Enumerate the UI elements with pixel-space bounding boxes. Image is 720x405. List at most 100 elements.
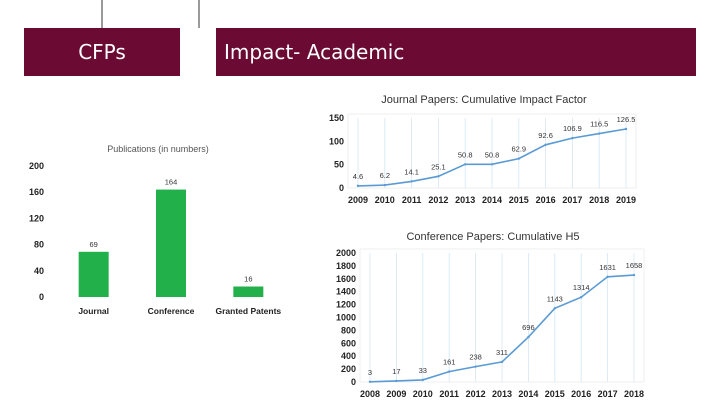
jif-data-label: 6.2 [380,171,390,180]
jif-x-tick-label: 2010 [375,195,395,205]
jif-data-label: 25.1 [431,162,446,171]
jif-x-tick-label: 2013 [455,195,475,205]
jif-data-point [517,157,520,160]
jif-x-tick-label: 2016 [536,195,556,205]
h5-y-tick-label: 2000 [336,248,356,258]
bar-chart-title: Publications (in numbers) [107,144,209,154]
jif-data-label: 106.9 [563,124,582,133]
h5-data-label: 3 [368,368,372,377]
h5-y-tick-label: 200 [341,364,356,374]
jif-data-label: 50.8 [485,150,500,159]
jif-y-tick-label: 150 [329,113,344,123]
jif-x-tick-label: 2017 [562,195,582,205]
h5-x-tick-label: 2015 [545,389,565,399]
jif-data-label: 126.5 [617,115,636,124]
h5-x-tick-label: 2012 [466,389,486,399]
jif-y-tick-label: 100 [329,136,344,146]
h5-data-label: 33 [419,366,427,375]
bar-category-label: Conference [148,306,195,316]
jif-data-point [490,163,494,166]
h5-x-tick-label: 2009 [386,389,406,399]
divider-line-left [101,0,103,28]
h5-data-point [632,273,636,277]
h5-x-tick-label: 2018 [624,389,644,399]
jif-data-point [624,127,628,131]
h5-data-label: 238 [469,353,482,362]
h5-y-tick-label: 1800 [336,261,356,271]
jif-data-label: 14.1 [404,167,419,176]
jif-data-point [598,132,601,135]
jif-data-label: 92.6 [538,131,553,140]
h5-data-label: 161 [443,358,456,367]
h5-x-tick-label: 2014 [518,389,538,399]
h5-data-point [580,296,583,299]
jif-x-tick-label: 2011 [402,195,422,205]
bar-data-label: 16 [244,275,252,284]
jif-data-point [383,183,386,187]
h5-y-tick-label: 800 [341,325,356,335]
jif-data-point [356,184,360,188]
h5-data-label: 311 [496,348,508,357]
h5-y-tick-label: 0 [351,377,356,387]
h5-x-tick-label: 2010 [413,389,433,399]
bar-y-tick-label: 0 [39,292,44,302]
bar-category-label: Granted Patents [216,306,282,316]
bar-y-tick-label: 40 [34,266,44,276]
jif-x-tick-label: 2009 [348,195,368,205]
cfps-banner: CFPs [24,28,180,76]
h5-data-point [553,307,556,310]
jif-data-label: 4.6 [353,172,363,181]
h5-data-label: 1143 [547,294,563,303]
h5-data-point [527,335,530,339]
jif-data-point [437,175,440,178]
h5-title: Conference Papers: Cumulative H5 [406,231,579,243]
h5-x-tick-label: 2017 [598,389,618,399]
h5-data-label: 1658 [626,261,643,270]
h5-data-point [474,365,477,368]
jif-data-label: 62.9 [511,145,526,154]
bar-data-label: 69 [89,240,97,249]
bar [233,286,264,297]
h5-x-tick-label: 2016 [571,389,591,399]
bar-y-tick-label: 160 [29,187,44,197]
bar-category-label: Journal [78,306,109,316]
h5-y-tick-label: 1200 [336,300,356,310]
jif-data-label: 50.8 [458,150,473,159]
bar [156,189,186,297]
h5-y-tick-label: 1600 [336,274,356,284]
divider-line-middle [198,0,200,28]
h5-x-tick-label: 2011 [439,389,459,399]
jif-data-label: 116.5 [590,120,608,129]
jif-data-point [571,136,574,140]
cfps-title: CFPs [78,40,126,64]
jif-x-tick-label: 2014 [482,195,502,205]
bar [78,251,109,297]
bar-y-tick-label: 120 [29,213,44,223]
bar-y-tick-label: 80 [34,240,44,250]
h5-data-label: 1314 [573,283,590,292]
bar-y-tick-label: 200 [29,161,44,171]
h5-data-point [500,360,504,364]
jif-data-point [464,163,467,166]
bar-data-label: 164 [165,178,178,187]
jif-data-point [410,180,413,183]
h5-data-point [368,380,372,384]
h5-data-point [421,378,424,382]
jif-x-tick-label: 2018 [589,195,609,205]
impact-banner: Impact- Academic [216,28,696,76]
h5-data-label: 17 [392,367,400,376]
jif-x-tick-label: 2015 [509,195,529,205]
h5-y-tick-label: 1400 [336,287,356,297]
jif-y-tick-label: 50 [334,160,344,170]
h5-y-tick-label: 1000 [336,313,356,323]
h5-x-tick-label: 2013 [492,389,512,399]
h5-x-tick-label: 2008 [360,389,380,399]
h5-y-tick-label: 600 [341,338,356,348]
jif-x-tick-label: 2019 [616,195,636,205]
h5-data-point [395,379,398,383]
h5-data-point [448,370,451,373]
h5-data-label: 1631 [599,263,616,272]
